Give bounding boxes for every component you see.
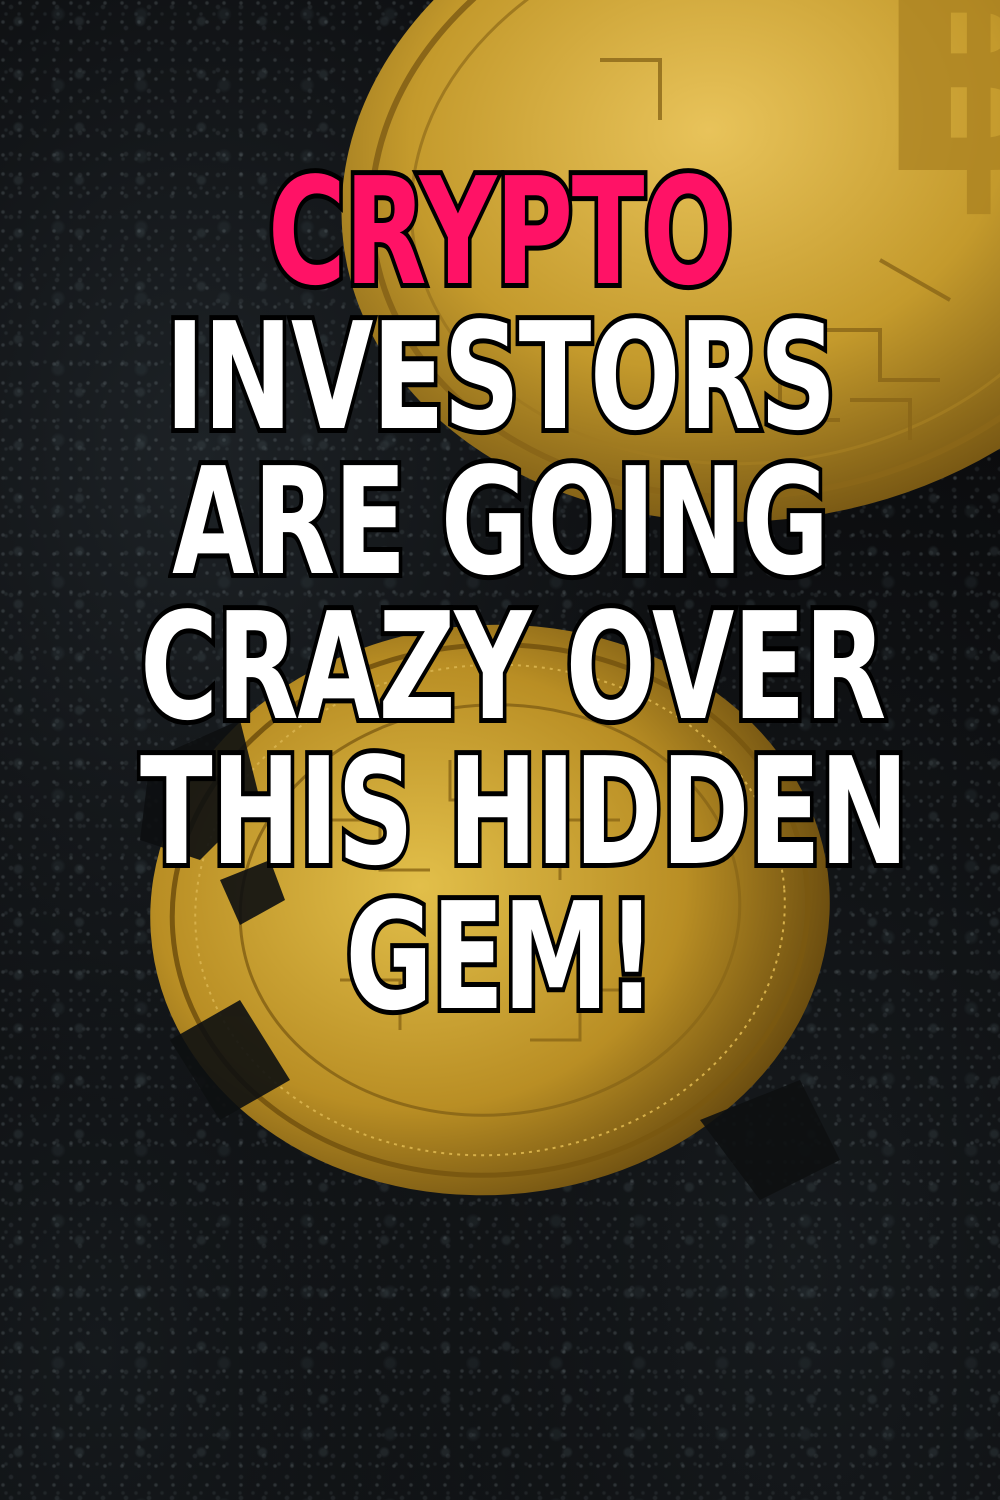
headline-line-5: GEM! xyxy=(342,871,660,1043)
headline-line-3: CRAZY OVER xyxy=(136,581,890,753)
headline-line-1: INVESTORS xyxy=(161,291,840,463)
headline: CRYPTO INVESTORS ARE GOING CRAZY OVER TH… xyxy=(0,146,1000,1043)
bottom-coin xyxy=(140,624,840,1200)
headline-accent-line: CRYPTO xyxy=(264,146,737,318)
svg-text:฿: ฿ xyxy=(880,0,1000,241)
headline-line-2: ARE GOING xyxy=(168,436,832,608)
top-coin: ฿ xyxy=(341,0,1000,522)
headline-line-4: THIS HIDDEN xyxy=(136,726,912,898)
